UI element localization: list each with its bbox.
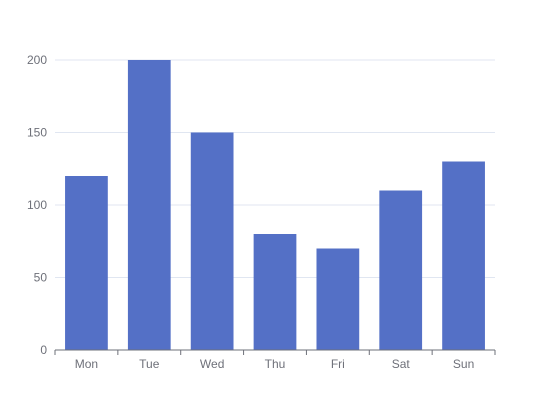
bar-sun[interactable] <box>442 161 485 351</box>
bars <box>65 60 485 350</box>
x-axis <box>54 349 496 355</box>
bar-mon[interactable] <box>65 176 108 350</box>
y-tick-label: 150 <box>27 126 47 140</box>
x-tick-label: Wed <box>200 357 224 371</box>
bar-sat[interactable] <box>379 190 423 351</box>
x-axis-labels: Mon Tue Wed Thu Fri Sat Sun <box>75 357 474 371</box>
x-tick-label: Mon <box>75 357 98 371</box>
y-axis-labels: 0 50 100 150 200 <box>27 53 47 357</box>
bar-wed[interactable] <box>190 132 234 351</box>
x-tick-label: Sun <box>453 357 474 371</box>
bar-thu[interactable] <box>253 234 297 350</box>
y-tick-label: 0 <box>40 343 47 357</box>
x-tick-label: Tue <box>139 357 160 371</box>
x-tick-label: Fri <box>331 357 345 371</box>
y-tick-label: 50 <box>34 271 48 285</box>
x-tick-label: Thu <box>265 357 286 371</box>
y-tick-label: 100 <box>27 198 47 212</box>
bar-tue[interactable] <box>127 60 171 350</box>
y-tick-label: 200 <box>27 53 47 67</box>
x-tick-label: Sat <box>392 357 411 371</box>
bar-fri[interactable] <box>316 248 360 351</box>
